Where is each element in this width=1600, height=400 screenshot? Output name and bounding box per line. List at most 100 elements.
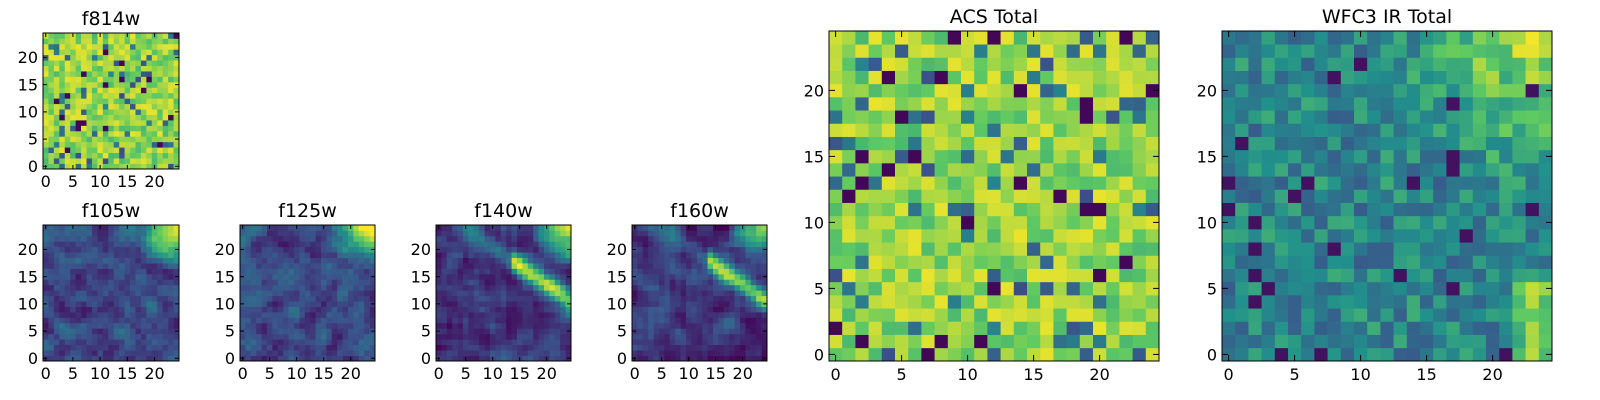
heatmap-cell: [43, 312, 49, 318]
heatmap-cell: [272, 268, 279, 275]
heatmap-cell: [140, 230, 147, 237]
heatmap-cell: [102, 295, 109, 302]
heatmap-cell: [1274, 215, 1289, 230]
heatmap-cell: [1340, 308, 1355, 322]
heatmap-cell: [463, 344, 469, 351]
heatmap-cell: [987, 268, 1001, 283]
heatmap-cell: [723, 290, 730, 297]
heatmap-cell: [64, 322, 71, 329]
heatmap-cell: [707, 235, 714, 242]
heatmap-cell: [934, 308, 949, 322]
heatmap-cell: [473, 322, 480, 329]
heatmap-cell: [288, 295, 295, 302]
heatmap-cell: [81, 252, 87, 258]
heatmap-cell: [97, 230, 104, 237]
heatmap-cell: [908, 97, 922, 111]
heatmap-cell: [680, 263, 687, 269]
heatmap-cell: [1327, 334, 1342, 349]
heatmap-cell: [500, 322, 507, 329]
heatmap-cell: [881, 268, 896, 283]
heatmap-cell: [468, 263, 475, 269]
heatmap-cell: [1274, 31, 1289, 45]
heatmap-cell: [1538, 110, 1553, 124]
heatmap-cell: [895, 281, 909, 296]
heatmap-cell: [974, 31, 988, 45]
heatmap-cell: [1288, 347, 1302, 362]
heatmap-cell: [267, 322, 273, 329]
heatmap-cell: [506, 225, 512, 231]
heatmap-cell: [1027, 136, 1041, 151]
heatmap-cell: [1119, 189, 1133, 203]
heatmap-cell: [484, 235, 491, 242]
panel-title: f125w: [278, 200, 337, 222]
heatmap-cell: [686, 339, 692, 346]
heatmap-cell: [908, 215, 922, 230]
heatmap-cell: [441, 241, 448, 248]
heatmap-cell: [934, 347, 949, 362]
heatmap-cell: [560, 241, 566, 248]
heatmap-cell: [1538, 308, 1553, 322]
heatmap-cell: [961, 347, 975, 362]
heatmap-cell: [441, 333, 448, 340]
heatmap-cell: [702, 230, 708, 237]
heatmap-cell: [1380, 31, 1394, 45]
heatmap-cell: [490, 235, 496, 242]
heatmap-cell: [517, 263, 523, 269]
heatmap-cell: [653, 344, 660, 351]
heatmap-cell: [53, 328, 60, 335]
heatmap-cell: [43, 76, 49, 83]
heatmap-cell: [1512, 97, 1526, 111]
heatmap-cell: [277, 230, 284, 237]
heatmap-cell: [86, 252, 93, 258]
heatmap-cell: [745, 312, 752, 318]
heatmap-cell: [108, 65, 115, 72]
heatmap-cell: [718, 246, 725, 253]
heatmap-cell: [331, 241, 338, 248]
heatmap-cell: [315, 295, 322, 302]
heatmap-cell: [642, 339, 649, 346]
heatmap-cell: [868, 229, 883, 243]
heatmap-cell: [479, 252, 485, 258]
heatmap-cell: [490, 241, 496, 248]
heatmap-cell: [261, 246, 268, 253]
heatmap-cell: [511, 322, 518, 329]
heatmap-cell: [43, 141, 49, 148]
heatmap-cell: [124, 125, 131, 132]
heatmap-cell: [740, 279, 746, 286]
heatmap-cell: [842, 215, 856, 230]
heatmap-cell: [75, 328, 82, 335]
heatmap-cell: [761, 230, 768, 237]
heatmap-cell: [718, 312, 725, 318]
heatmap-cell: [59, 263, 66, 269]
heatmap-cell: [108, 152, 115, 159]
heatmap-cell: [256, 268, 262, 275]
heatmap-cell: [1066, 215, 1081, 230]
heatmap-cell: [517, 246, 523, 253]
heatmap-cell: [151, 235, 158, 242]
heatmap-cell: [173, 257, 180, 264]
heatmap-cell: [283, 290, 289, 297]
heatmap-cell: [146, 33, 153, 39]
heatmap-cell: [43, 158, 49, 164]
heatmap-cell: [506, 312, 512, 318]
heatmap-cell: [1420, 202, 1434, 217]
heatmap-cell: [441, 252, 448, 258]
heatmap-cell: [881, 57, 896, 71]
heatmap-cell: [267, 273, 273, 280]
heatmap-cell: [533, 263, 539, 269]
heatmap-cell: [707, 273, 714, 280]
heatmap-cell: [326, 295, 333, 302]
heatmap-cell: [1446, 110, 1460, 124]
heatmap-cell: [70, 350, 76, 356]
heatmap-cell: [1367, 229, 1381, 243]
heatmap-cell: [961, 123, 975, 137]
heatmap-cell: [1040, 70, 1054, 85]
heatmap-cell: [81, 81, 87, 88]
heatmap-cell: [1079, 176, 1094, 190]
heatmap-cell: [162, 76, 169, 83]
heatmap-cell: [353, 279, 360, 286]
heatmap-cell: [522, 235, 529, 242]
heatmap-cell: [517, 322, 523, 329]
heatmap-cell: [713, 235, 719, 242]
heatmap-cell: [119, 355, 125, 362]
